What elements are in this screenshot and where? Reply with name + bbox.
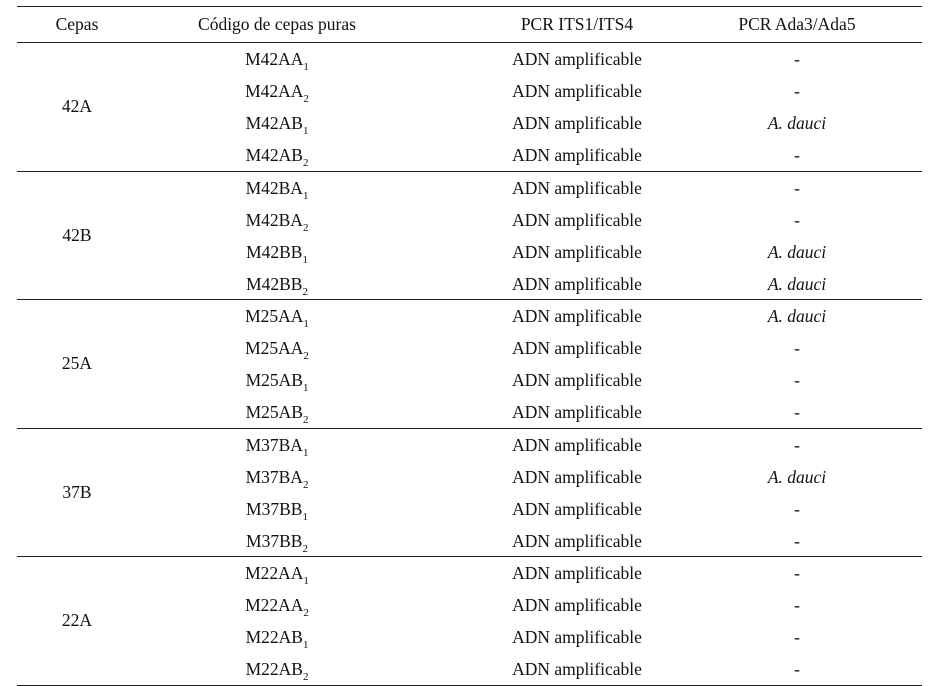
group-rule	[17, 299, 922, 300]
pcr-its-result: ADN amplificable	[512, 659, 642, 679]
pcr-ada-result: -	[794, 49, 800, 69]
pcr-ada-result: A. dauci	[767, 113, 827, 133]
strain-code: M25AA2	[245, 338, 309, 362]
pcr-its-result: ADN amplificable	[512, 81, 642, 101]
pcr-its-result: ADN amplificable	[512, 530, 642, 551]
cepa-label: 42A	[61, 96, 93, 117]
strain-code: M37BA1	[245, 434, 309, 459]
pcr-its-result: ADN amplificable	[512, 434, 642, 455]
pcr-its-result: ADN amplificable	[512, 370, 642, 390]
pcr-ada-result: -	[794, 145, 800, 165]
pcr-ada-result: -	[794, 627, 800, 647]
strain-code-subscript: 1	[302, 639, 309, 651]
pcr-ada-result: -	[794, 370, 800, 390]
strain-code-subscript: 2	[302, 671, 309, 683]
header-codigo: Código de cepas puras	[198, 14, 356, 34]
pcr-its-result: ADN amplificable	[512, 563, 642, 583]
strain-code: M22AA1	[245, 563, 309, 587]
pcr-its-result: ADN amplificable	[512, 498, 642, 519]
pcr-ada-result: -	[794, 498, 800, 519]
group-rule	[17, 556, 922, 557]
strain-code-subscript: 2	[302, 157, 309, 169]
strain-code: M42AB2	[245, 145, 309, 169]
pcr-ada-result: -	[794, 338, 800, 358]
strain-code-subscript: 2	[302, 542, 308, 555]
pcr-its-result: ADN amplificable	[512, 595, 642, 615]
strain-code: M42BB2	[246, 273, 308, 298]
strain-code-subscript: 1	[302, 125, 309, 137]
strain-code-subscript: 2	[303, 350, 309, 362]
header-pcr-ada: PCR Ada3/Ada5	[738, 14, 856, 34]
header-rule	[17, 42, 922, 43]
strain-code-subscript: 2	[303, 607, 309, 619]
strain-code-subscript: 1	[303, 575, 309, 587]
pcr-its-result: ADN amplificable	[512, 402, 642, 422]
pcr-ada-result: -	[794, 177, 800, 198]
strain-code: M22AA2	[245, 595, 309, 619]
pcr-ada-result: -	[794, 659, 800, 679]
strain-code-subscript: 1	[303, 318, 309, 330]
strain-code-subscript: 1	[302, 446, 309, 459]
strain-code-subscript: 2	[302, 285, 308, 298]
pcr-its-result: ADN amplificable	[512, 49, 642, 69]
strain-code-subscript: 1	[302, 253, 308, 266]
strain-code-subscript: 1	[302, 189, 309, 202]
group-rule	[17, 170, 922, 172]
pcr-ada-result: A. dauci	[767, 273, 827, 294]
strain-code: M37BA2	[245, 466, 309, 491]
strain-code: M42BA2	[245, 209, 309, 234]
cepa-label: 22A	[61, 610, 93, 631]
pcr-ada-result: A. dauci	[767, 466, 827, 487]
pcr-ada-result: -	[794, 81, 800, 101]
pcr-ada-result: -	[794, 209, 800, 230]
cepa-label: 42B	[62, 224, 92, 245]
pcr-its-result: ADN amplificable	[512, 145, 642, 165]
header-cepas: Cepas	[55, 14, 99, 34]
pcr-its-result: ADN amplificable	[512, 306, 642, 326]
pcr-ada-result: A. dauci	[767, 241, 827, 262]
pcr-its-result: ADN amplificable	[512, 241, 642, 262]
group-rule	[17, 684, 922, 686]
strain-code: M22AB1	[245, 627, 309, 651]
pcr-ada-result: A. dauci	[767, 306, 827, 326]
strain-code-subscript: 2	[303, 93, 309, 105]
strain-code-subscript: 2	[302, 221, 309, 234]
pcr-ada-result: -	[794, 563, 800, 583]
pcr-ada-result: -	[794, 402, 800, 422]
pcr-its-result: ADN amplificable	[512, 177, 642, 198]
pcr-its-result: ADN amplificable	[512, 466, 642, 487]
strain-code-subscript: 2	[302, 414, 309, 426]
strain-code: M42BB1	[246, 241, 308, 266]
strain-code: M42AB1	[245, 113, 309, 137]
pcr-ada-result: -	[794, 530, 800, 551]
strain-code-subscript: 1	[302, 510, 308, 523]
strain-code: M42AA1	[245, 49, 309, 73]
pcr-its-result: ADN amplificable	[512, 209, 642, 230]
strain-code: M25AB2	[245, 402, 309, 426]
cepa-label: 25A	[61, 353, 93, 374]
strain-code: M22AB2	[245, 659, 309, 683]
strain-code: M37BB2	[246, 530, 308, 555]
strain-code: M25AB1	[245, 370, 309, 394]
pcr-ada-result: -	[794, 595, 800, 615]
strain-code: M42AA2	[245, 81, 309, 105]
strain-code-subscript: 1	[303, 61, 309, 73]
header-pcr-its: PCR ITS1/ITS4	[520, 14, 634, 34]
strain-code: M42BA1	[245, 177, 309, 202]
pcr-ada-result: -	[794, 434, 800, 455]
pcr-its-result: ADN amplificable	[512, 627, 642, 647]
pcr-its-result: ADN amplificable	[512, 273, 642, 294]
strain-code-subscript: 2	[302, 478, 309, 491]
strain-code-subscript: 1	[302, 382, 309, 394]
pcr-its-result: ADN amplificable	[512, 113, 642, 133]
strain-code: M25AA1	[245, 306, 309, 330]
cepa-label: 37B	[62, 481, 92, 502]
strain-code: M37BB1	[246, 498, 308, 523]
top-rule	[17, 6, 922, 7]
pcr-its-result: ADN amplificable	[512, 338, 642, 358]
group-rule	[17, 427, 922, 429]
